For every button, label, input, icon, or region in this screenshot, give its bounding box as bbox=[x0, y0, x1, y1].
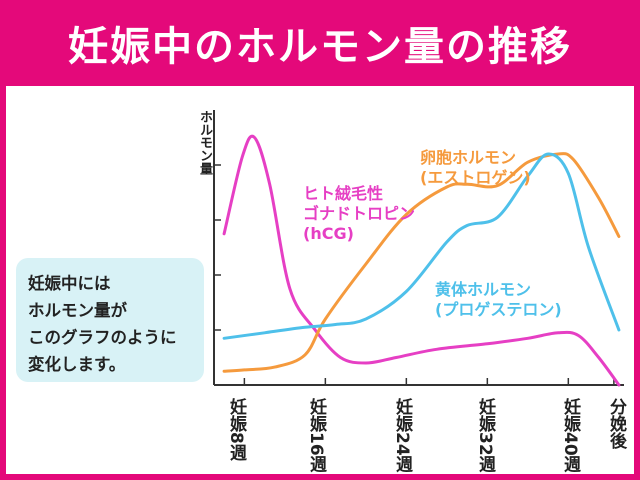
callout-box: 妊娠中には ホルモン量が このグラフのように 変化します。 bbox=[16, 258, 204, 382]
x-tick-label: 妊娠24週 bbox=[392, 398, 412, 473]
series-label-line: ゴナドトロピン bbox=[303, 204, 416, 223]
callout-line: このグラフのように bbox=[28, 328, 177, 347]
hcg-line bbox=[222, 134, 621, 387]
series-label-line: 黄体ホルモン bbox=[435, 280, 532, 299]
callout-line: 妊娠中には bbox=[28, 274, 111, 293]
x-tick-label: 妊娠16週 bbox=[306, 398, 326, 473]
progesterone-label: 黄体ホルモン (プロゲステロン) bbox=[435, 280, 562, 320]
callout-line: ホルモン量が bbox=[28, 301, 127, 320]
estrogen-label: 卵胞ホルモン (エストロゲン) bbox=[420, 148, 531, 188]
x-tick-label: 妊娠32週 bbox=[475, 398, 495, 473]
series-label-line: 卵胞ホルモン bbox=[420, 148, 517, 167]
x-tick-label: 妊娠40週 bbox=[560, 398, 580, 473]
series-label-line: ヒト絨毛性 bbox=[303, 184, 384, 203]
hcg-label: ヒト絨毛性 ゴナドトロピン (hCG) bbox=[303, 184, 415, 244]
y-axis-label: ホルモン量 bbox=[197, 110, 212, 175]
progesterone-line bbox=[222, 152, 621, 340]
estrogen-line bbox=[222, 152, 621, 373]
x-tick-label: 分娩後 bbox=[606, 398, 626, 449]
page-title: 妊娠中のホルモン量の推移 bbox=[68, 24, 572, 70]
x-tick-label: 妊娠8週 bbox=[226, 398, 246, 461]
series-label-line: (プロゲステロン) bbox=[435, 300, 562, 319]
series-label-line: (エストロゲン) bbox=[420, 168, 531, 187]
callout-line: 変化します。 bbox=[28, 355, 126, 374]
series-label-line: (hCG) bbox=[303, 224, 354, 243]
